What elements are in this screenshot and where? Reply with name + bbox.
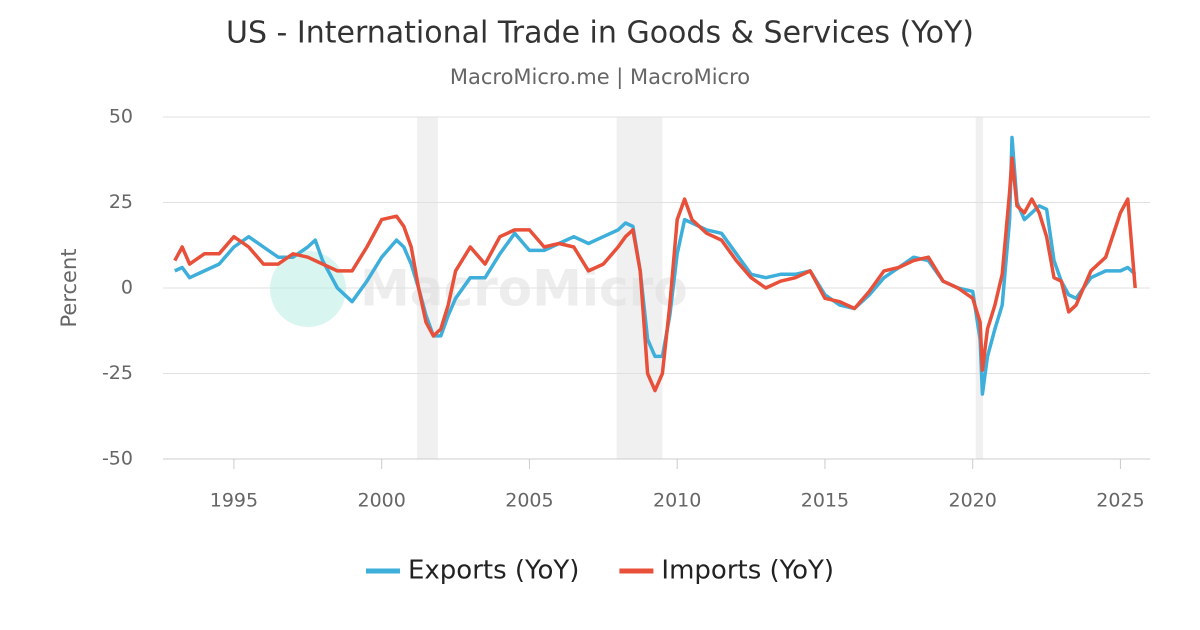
y-tick-label: 0 xyxy=(121,277,133,299)
x-tick-label: 1995 xyxy=(210,490,258,512)
y-tick-label: 50 xyxy=(109,106,133,128)
x-tick-label: 2005 xyxy=(505,490,553,512)
watermark: MacroMicro xyxy=(270,251,688,327)
y-tick-label: 25 xyxy=(109,191,133,213)
legend-label: Imports (YoY) xyxy=(661,556,834,586)
legend-label: Exports (YoY) xyxy=(408,556,579,586)
legend: Exports (YoY) Imports (YoY) xyxy=(365,556,834,586)
data-line xyxy=(173,156,1137,393)
chart-subtitle: MacroMicro.me | MacroMicro xyxy=(450,65,750,90)
chart-title: US - International Trade in Goods & Serv… xyxy=(226,16,974,51)
x-tick-label: 2020 xyxy=(949,490,997,512)
y-tick-label: -25 xyxy=(102,362,133,384)
x-tick-label: 2015 xyxy=(801,490,849,512)
y-tick-label: -50 xyxy=(102,448,133,470)
y-axis-label: Percent xyxy=(57,248,81,327)
x-tick-label: 2010 xyxy=(653,490,701,512)
x-tick-label: 2000 xyxy=(357,490,405,512)
x-tick-label: 2025 xyxy=(1096,490,1144,512)
